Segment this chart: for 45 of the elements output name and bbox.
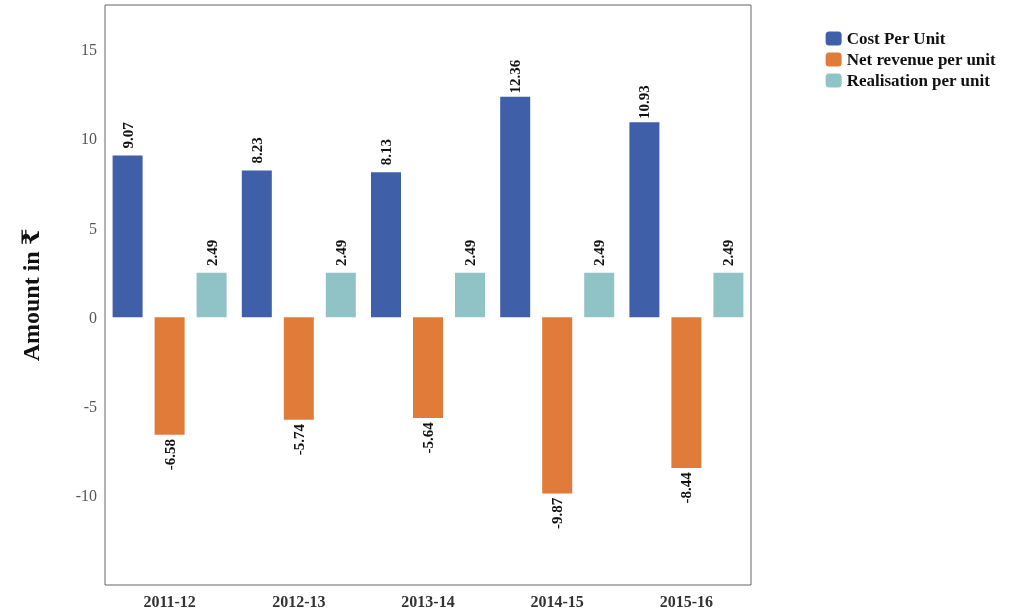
legend-label: Cost Per Unit: [846, 29, 946, 48]
data-label: 8.23: [248, 137, 265, 164]
bar: [154, 317, 185, 435]
bar: [629, 122, 660, 318]
bar: [671, 317, 702, 468]
bar: [112, 155, 143, 318]
bar: [283, 317, 314, 420]
data-label: 2.49: [462, 239, 478, 266]
bar: [196, 272, 227, 318]
legend-label: Net revenue per unit: [846, 50, 997, 69]
y-tick-label: 15: [81, 41, 97, 59]
bar: [325, 272, 356, 318]
x-tick-label: 2012-13: [272, 592, 326, 610]
data-label: 2.49: [203, 239, 220, 266]
data-label: -9.87: [549, 497, 566, 530]
y-axis-title: Amount in ₹: [18, 228, 44, 362]
bar: [584, 272, 615, 318]
y-tick-label: 10: [81, 130, 97, 148]
data-label: 9.07: [119, 121, 136, 149]
bar: [241, 170, 272, 318]
x-tick-label: 2013-14: [401, 592, 455, 610]
data-label: 10.93: [636, 85, 653, 120]
y-tick-label: 0: [89, 308, 97, 326]
data-label: -5.64: [420, 421, 436, 454]
bar: [713, 272, 744, 318]
bar: [542, 317, 573, 494]
data-label: 2.49: [332, 239, 349, 266]
bar: [455, 272, 485, 318]
data-label: 8.13: [378, 139, 394, 166]
y-tick-label: 5: [89, 219, 97, 237]
x-tick-label: 2014-15: [530, 592, 584, 610]
legend-label: Realisation per unit: [846, 71, 991, 90]
data-label: 2.49: [591, 239, 608, 266]
data-label: 12.36: [507, 59, 524, 94]
data-label: -6.58: [161, 439, 178, 471]
x-tick-label: 2015-16: [659, 592, 714, 610]
bar: [413, 317, 443, 418]
y-tick-label: -10: [75, 487, 97, 505]
y-tick-label: -5: [83, 398, 97, 416]
data-label: -8.44: [678, 471, 695, 504]
bar: [500, 96, 531, 318]
bar: [371, 172, 401, 318]
x-tick-label: 2011-12: [143, 592, 196, 610]
data-label: -5.74: [290, 423, 307, 456]
data-label: 2.49: [720, 239, 737, 266]
